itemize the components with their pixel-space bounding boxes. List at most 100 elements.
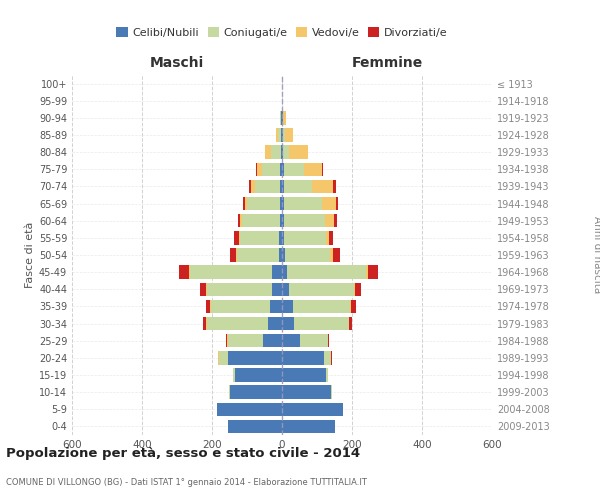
Bar	[207, 282, 282, 296]
Bar	[282, 146, 308, 159]
Bar	[282, 162, 323, 176]
Bar	[278, 128, 282, 141]
Bar	[247, 197, 282, 210]
Bar	[272, 266, 282, 279]
Bar	[243, 197, 282, 210]
Bar	[210, 300, 282, 313]
Bar	[236, 248, 282, 262]
Legend: Celibi/Nubili, Coniugati/e, Vedovi/e, Divorziati/e: Celibi/Nubili, Coniugati/e, Vedovi/e, Di…	[112, 23, 452, 42]
Bar	[268, 317, 282, 330]
Bar	[233, 368, 282, 382]
Bar	[282, 231, 326, 244]
Bar	[282, 266, 368, 279]
Text: COMUNE DI VILLONGO (BG) - Dati ISTAT 1° gennaio 2014 - Elaborazione TUTTITALIA.I: COMUNE DI VILLONGO (BG) - Dati ISTAT 1° …	[6, 478, 367, 487]
Bar	[282, 162, 304, 176]
Bar	[282, 317, 352, 330]
Bar	[256, 180, 282, 193]
Bar	[228, 420, 282, 433]
Bar	[282, 111, 283, 124]
Bar	[282, 282, 289, 296]
Bar	[282, 317, 349, 330]
Bar	[282, 368, 328, 382]
Bar	[282, 197, 338, 210]
Bar	[282, 317, 294, 330]
Bar	[282, 334, 329, 347]
Bar	[282, 351, 331, 364]
Bar	[282, 402, 343, 416]
Bar	[226, 334, 282, 347]
Y-axis label: Fasce di età: Fasce di età	[25, 222, 35, 288]
Bar	[282, 180, 335, 193]
Bar	[263, 334, 282, 347]
Bar	[280, 180, 282, 193]
Bar	[282, 197, 322, 210]
Bar	[229, 386, 282, 399]
Bar	[282, 146, 283, 159]
Bar	[217, 402, 282, 416]
Bar	[282, 248, 285, 262]
Bar	[282, 231, 284, 244]
Bar	[190, 266, 282, 279]
Bar	[270, 300, 282, 313]
Bar	[282, 128, 285, 141]
Bar	[179, 266, 282, 279]
Bar	[230, 248, 282, 262]
Bar	[282, 248, 340, 262]
Bar	[282, 334, 328, 347]
Bar	[282, 266, 378, 279]
Bar	[282, 420, 335, 433]
Bar	[265, 146, 282, 159]
Bar	[282, 386, 331, 399]
Text: Anni di nascita: Anni di nascita	[592, 216, 600, 294]
Bar	[245, 197, 282, 210]
Bar	[242, 214, 282, 228]
Bar	[282, 146, 308, 159]
Bar	[219, 351, 282, 364]
Bar	[206, 300, 282, 313]
Bar	[228, 334, 282, 347]
Bar	[282, 266, 366, 279]
Bar	[282, 180, 284, 193]
Bar	[271, 146, 282, 159]
Bar	[282, 351, 332, 364]
Bar	[233, 368, 282, 382]
Bar	[227, 334, 282, 347]
Bar	[271, 282, 282, 296]
Bar	[280, 111, 282, 124]
Bar	[282, 351, 324, 364]
Bar	[282, 282, 354, 296]
Bar	[280, 162, 282, 176]
Bar	[229, 386, 282, 399]
Bar	[282, 197, 335, 210]
Bar	[282, 420, 335, 433]
Bar	[235, 368, 282, 382]
Bar	[282, 386, 332, 399]
Bar	[276, 128, 282, 141]
Bar	[282, 300, 352, 313]
Bar	[282, 420, 335, 433]
Bar	[280, 111, 282, 124]
Bar	[256, 162, 282, 176]
Bar	[282, 368, 328, 382]
Bar	[282, 420, 335, 433]
Bar	[282, 368, 326, 382]
Bar	[278, 248, 282, 262]
Bar	[282, 180, 333, 193]
Bar	[282, 214, 284, 228]
Bar	[218, 351, 282, 364]
Bar	[228, 420, 282, 433]
Bar	[189, 266, 282, 279]
Bar	[281, 128, 282, 141]
Bar	[200, 282, 282, 296]
Text: Popolazione per età, sesso e stato civile - 2014: Popolazione per età, sesso e stato civil…	[6, 448, 360, 460]
Bar	[217, 402, 282, 416]
Bar	[229, 386, 282, 399]
Bar	[265, 146, 282, 159]
Bar	[239, 231, 282, 244]
Bar	[276, 128, 282, 141]
Bar	[251, 180, 282, 193]
Bar	[279, 231, 282, 244]
Bar	[282, 214, 325, 228]
Text: Femmine: Femmine	[352, 56, 422, 70]
Bar	[282, 300, 355, 313]
